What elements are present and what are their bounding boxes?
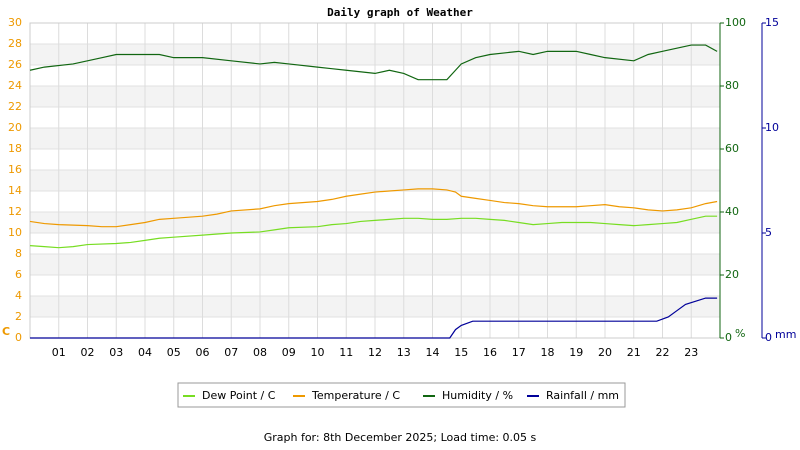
x-tick-label: 04 xyxy=(138,346,152,359)
y2-tick-label: 40 xyxy=(725,205,739,218)
x-tick-label: 15 xyxy=(454,346,468,359)
y3-tick-label: 15 xyxy=(765,16,779,29)
y-tick-label: 6 xyxy=(15,268,22,281)
x-tick-label: 11 xyxy=(339,346,353,359)
x-tick-label: 23 xyxy=(684,346,698,359)
y2-axis-label: % xyxy=(735,327,745,340)
x-tick-label: 03 xyxy=(109,346,123,359)
y-tick-label: 22 xyxy=(8,100,22,113)
series-line xyxy=(29,44,718,81)
legend-label: Temperature / C xyxy=(311,389,400,402)
y2-tick-label: 60 xyxy=(725,142,739,155)
y-tick-label: 8 xyxy=(15,247,22,260)
y2-tick-label: 0 xyxy=(725,331,732,344)
x-tick-label: 22 xyxy=(656,346,670,359)
y-tick-label: 2 xyxy=(15,310,22,323)
y-tick-label: 20 xyxy=(8,121,22,134)
footer: Graph for: 8th December 2025; Load time:… xyxy=(264,431,537,444)
y-tick-label: 24 xyxy=(8,79,22,92)
y-tick-label: 12 xyxy=(8,205,22,218)
y3-tick-label: 5 xyxy=(765,226,772,239)
y-tick-label: 16 xyxy=(8,163,22,176)
chart-title: Daily graph of Weather xyxy=(327,6,473,19)
y-tick-label: 10 xyxy=(8,226,22,239)
x-tick-label: 09 xyxy=(282,346,296,359)
x-tick-label: 06 xyxy=(196,346,210,359)
y3-axis-label: mm xyxy=(775,328,796,341)
y-tick-label: 0 xyxy=(15,331,22,344)
y3-tick-label: 0 xyxy=(765,331,772,344)
legend-label: Rainfall / mm xyxy=(546,389,619,402)
y-axis-label: C xyxy=(2,325,10,338)
legend-label: Humidity / % xyxy=(442,389,513,402)
x-tick-label: 10 xyxy=(311,346,325,359)
y-tick-label: 14 xyxy=(8,184,22,197)
x-tick-label: 14 xyxy=(426,346,440,359)
x-tick-label: 20 xyxy=(598,346,612,359)
y2-tick-label: 100 xyxy=(725,16,746,29)
y-tick-label: 28 xyxy=(8,37,22,50)
y3-tick-label: 10 xyxy=(765,121,779,134)
series-line xyxy=(29,188,718,228)
x-tick-label: 19 xyxy=(569,346,583,359)
x-tick-label: 21 xyxy=(627,346,641,359)
y-tick-label: 4 xyxy=(15,289,22,302)
x-tick-label: 16 xyxy=(483,346,497,359)
x-tick-label: 01 xyxy=(52,346,66,359)
series-line xyxy=(29,215,718,249)
x-tick-label: 12 xyxy=(368,346,382,359)
legend-box xyxy=(177,382,626,408)
x-tick-label: 17 xyxy=(512,346,526,359)
y2-tick-label: 20 xyxy=(725,268,739,281)
y-tick-label: 26 xyxy=(8,58,22,71)
legend-label: Dew Point / C xyxy=(202,389,276,402)
y2-tick-label: 80 xyxy=(725,79,739,92)
x-tick-label: 08 xyxy=(253,346,267,359)
y-tick-label: 30 xyxy=(8,16,22,29)
x-tick-label: 13 xyxy=(397,346,411,359)
y-tick-label: 18 xyxy=(8,142,22,155)
x-tick-label: 02 xyxy=(81,346,95,359)
series-line xyxy=(30,297,718,339)
x-tick-label: 07 xyxy=(224,346,238,359)
x-tick-label: 18 xyxy=(541,346,555,359)
x-tick-label: 05 xyxy=(167,346,181,359)
